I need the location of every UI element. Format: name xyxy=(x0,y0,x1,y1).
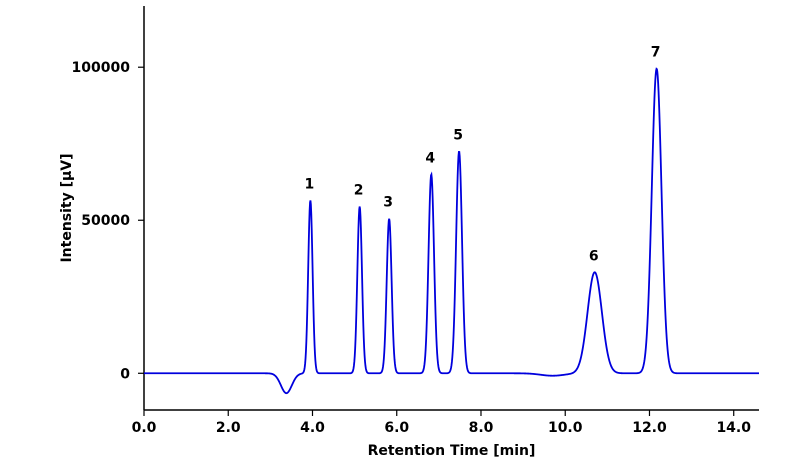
x-tick-label: 10.0 xyxy=(548,420,583,436)
peak-label: 3 xyxy=(383,195,393,211)
peak-label: 2 xyxy=(354,182,364,198)
x-tick-label: 12.0 xyxy=(632,420,667,436)
x-tick-label: 2.0 xyxy=(216,420,241,436)
peak-labels: 1 2 3 4 5 6 7 xyxy=(305,45,661,265)
x-tick-label: 6.0 xyxy=(384,420,409,436)
y-tick-label: 50000 xyxy=(81,213,130,229)
x-tick-label: 0.0 xyxy=(132,420,157,436)
axes xyxy=(143,6,759,411)
peak-label: 6 xyxy=(589,248,599,264)
x-ticks: 0.0 2.0 4.0 6.0 8.0 10.0 12.0 14.0 xyxy=(132,410,751,436)
x-tick-label: 8.0 xyxy=(469,420,494,436)
peak-label: 5 xyxy=(453,127,463,143)
y-axis-title: Intensity [µV] xyxy=(59,153,75,262)
y-ticks: 0 50000 100000 xyxy=(72,60,144,382)
x-tick-label: 4.0 xyxy=(300,420,325,436)
x-axis-title: Retention Time [min] xyxy=(368,443,536,459)
peak-label: 4 xyxy=(425,150,435,166)
peak-label: 1 xyxy=(305,176,315,192)
peak-label: 7 xyxy=(651,45,661,61)
x-tick-label: 14.0 xyxy=(716,420,751,436)
y-tick-label: 100000 xyxy=(72,60,131,76)
y-tick-label: 0 xyxy=(120,366,130,382)
chromatogram-trace xyxy=(144,67,759,395)
